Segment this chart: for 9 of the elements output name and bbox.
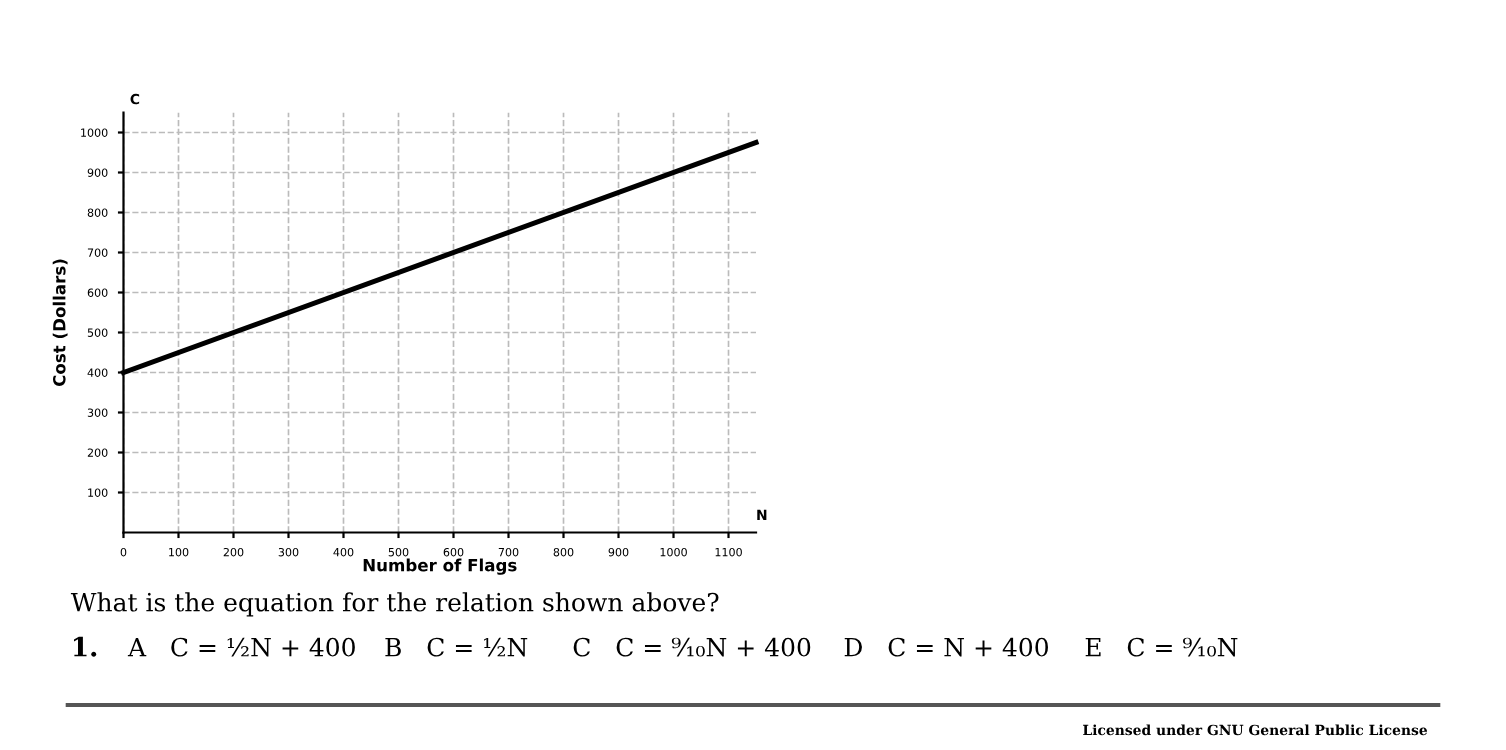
text: D C = N + 400 bbox=[844, 637, 1048, 657]
text: 1. bbox=[74, 636, 97, 657]
y-axis-title: Cost (Dollars) bbox=[52, 259, 68, 387]
text: What is the equation for the relation shown above? bbox=[70, 592, 719, 617]
text: C C = ⁹⁄₁₀N + 400 bbox=[573, 637, 811, 657]
text: A C = ½N + 400 bbox=[127, 637, 355, 657]
x-axis-title: Number of Flags bbox=[363, 558, 517, 575]
text: B C = ½N bbox=[385, 637, 528, 657]
text: E C = ⁹⁄₁₀N bbox=[1085, 637, 1238, 657]
